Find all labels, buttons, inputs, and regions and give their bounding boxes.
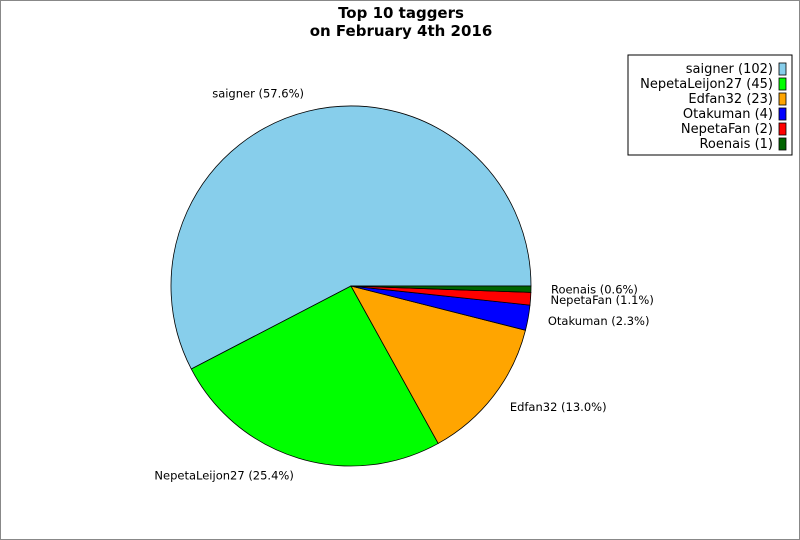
slice-label-saigner: saigner (57.6%) (212, 87, 304, 101)
legend-label-nepetaleijon27: NepetaLeijon27 (45) (640, 77, 773, 92)
slice-label-edfan32: Edfan32 (13.0%) (510, 400, 607, 414)
legend-swatch-nepetafan (778, 122, 787, 136)
pie-slice-roenais (350, 285, 532, 293)
chart-title-line-2: on February 4th 2016 (310, 22, 493, 40)
legend-swatch-saigner (778, 62, 787, 76)
legend-box (627, 54, 793, 156)
slice-label-nepetafan: NepetaFan (1.1%) (551, 293, 654, 307)
legend-label-edfan32: Edfan32 (23) (688, 92, 773, 107)
legend-swatch-roenais (778, 137, 787, 151)
legend-label-roenais: Roenais (1) (699, 137, 773, 152)
slice-label-nepetaleijon27: NepetaLeijon27 (25.4%) (154, 469, 293, 483)
pie-slice-saigner (170, 105, 532, 370)
legend-label-saigner: saigner (102) (686, 62, 773, 77)
pie-slice-nepetaleijon27 (190, 285, 439, 467)
legend-swatch-edfan32 (778, 92, 787, 106)
legend-label-nepetafan: NepetaFan (2) (681, 122, 773, 137)
chart-title-line-1: Top 10 taggers (338, 4, 464, 22)
slice-label-roenais: Roenais (0.6%) (551, 283, 638, 297)
legend-swatch-otakuman (778, 107, 787, 121)
pie-slice-edfan32 (350, 285, 526, 445)
legend-swatch-nepetaleijon27 (778, 77, 787, 91)
legend-label-otakuman: Otakuman (4) (683, 107, 773, 122)
slice-label-otakuman: Otakuman (2.3%) (548, 314, 650, 328)
